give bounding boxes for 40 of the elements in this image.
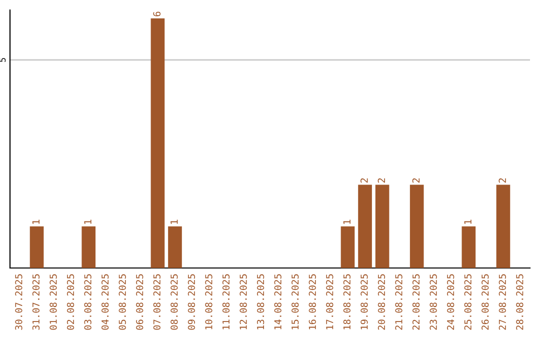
- x-tick-label: 13.08.2025: [256, 274, 264, 330]
- x-tick-label: 02.08.2025: [66, 274, 74, 330]
- data-label: 6: [153, 12, 161, 16]
- x-tick-label: 05.08.2025: [118, 274, 126, 330]
- x-tick-label: 26.08.2025: [482, 274, 489, 330]
- x-tick-label: 31.07.2025: [32, 274, 40, 330]
- x-tick-label: 21.08.2025: [395, 274, 402, 330]
- x-tick-label: 08.08.2025: [170, 274, 178, 330]
- x-tick-label: 03.08.2025: [84, 274, 92, 330]
- x-tick-label: 27.08.2025: [498, 274, 506, 330]
- data-label: 1: [84, 220, 92, 224]
- x-tick-label: 20.08.2025: [378, 274, 386, 330]
- x-tick-label: 16.08.2025: [308, 274, 316, 330]
- x-tick-label: 28.08.2025: [516, 274, 524, 330]
- x-tick-label: 01.08.2025: [50, 274, 57, 330]
- data-label: 2: [498, 178, 506, 183]
- x-tick-label: 11.08.2025: [222, 274, 230, 330]
- x-tick-label: 24.08.2025: [447, 274, 454, 330]
- x-tick-label: 14.08.2025: [274, 274, 282, 330]
- x-tick-label: 23.08.2025: [430, 274, 437, 330]
- data-label: 1: [170, 220, 178, 224]
- data-label: 2: [412, 178, 420, 183]
- x-tick-label: 30.07.2025: [15, 274, 22, 330]
- x-tick-label: 25.08.2025: [464, 274, 472, 330]
- data-label: 2: [360, 178, 368, 183]
- x-tick-label: 22.08.2025: [412, 274, 420, 330]
- x-tick-label: 15.08.2025: [292, 274, 299, 330]
- x-tick-label: 09.08.2025: [188, 274, 196, 330]
- data-label: 1: [464, 220, 472, 224]
- data-label: 1: [343, 220, 350, 224]
- data-label: 1: [32, 220, 40, 224]
- x-tick-label: 19.08.2025: [360, 274, 368, 330]
- x-tick-label: 04.08.2025: [102, 274, 109, 330]
- x-tick-label: 07.08.2025: [153, 274, 160, 330]
- data-label: 2: [378, 178, 385, 183]
- x-tick-label: 10.08.2025: [205, 274, 212, 330]
- x-tick-label: 12.08.2025: [240, 274, 247, 330]
- x-tick-label: 18.08.2025: [343, 274, 351, 330]
- x-tick-label: 06.08.2025: [136, 274, 144, 330]
- x-tick-label: 17.08.2025: [326, 274, 334, 330]
